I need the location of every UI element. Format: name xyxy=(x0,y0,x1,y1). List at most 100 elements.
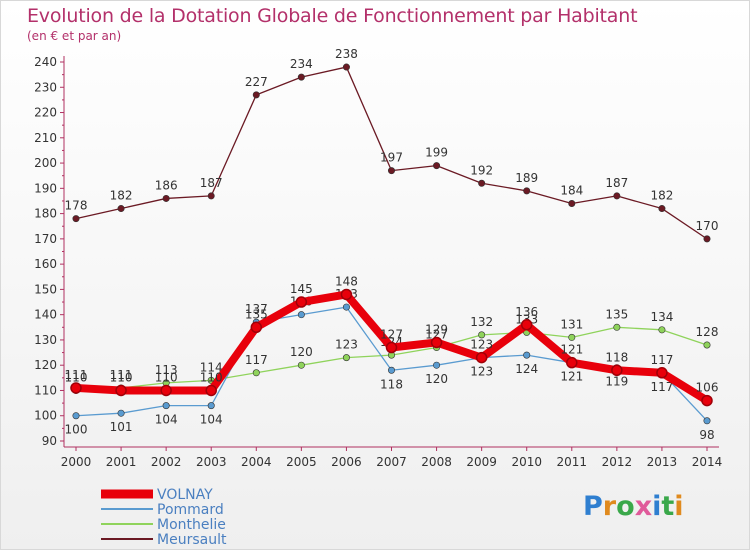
data-point-volnay xyxy=(477,353,487,363)
data-label: 145 xyxy=(290,282,313,296)
data-point-meursault xyxy=(163,195,169,201)
data-label: 120 xyxy=(290,345,313,359)
data-label: 117 xyxy=(245,353,268,367)
y-tick-label: 240 xyxy=(34,55,57,69)
data-point-meursault xyxy=(73,215,79,221)
data-label: 101 xyxy=(110,420,133,434)
data-label: 117 xyxy=(650,353,673,367)
data-point-pommard xyxy=(388,367,394,373)
data-label: 192 xyxy=(470,163,493,177)
data-point-monthelie xyxy=(343,354,349,360)
data-label: 178 xyxy=(65,199,88,213)
data-point-meursault xyxy=(524,188,530,194)
x-tick-label: 2009 xyxy=(466,455,497,469)
x-tick-label: 2010 xyxy=(511,455,542,469)
data-label: 132 xyxy=(470,315,493,329)
logo-letter: P xyxy=(583,491,603,522)
x-tick-label: 2008 xyxy=(421,455,452,469)
data-point-meursault xyxy=(478,180,484,186)
legend-label-monthelie: Monthelie xyxy=(157,517,226,533)
data-label: 187 xyxy=(200,176,223,190)
y-tick-label: 140 xyxy=(34,308,57,322)
data-label: 120 xyxy=(425,372,448,386)
data-point-pommard xyxy=(433,362,439,368)
data-label: 111 xyxy=(65,368,88,382)
data-label: 119 xyxy=(605,375,628,389)
legend-label-meursault: Meursault xyxy=(157,532,227,548)
data-label: 110 xyxy=(200,370,223,384)
data-label: 182 xyxy=(650,189,673,203)
x-tick-label: 2014 xyxy=(692,455,723,469)
y-tick-label: 210 xyxy=(34,131,57,145)
x-tick-label: 2003 xyxy=(196,455,227,469)
data-label: 121 xyxy=(560,343,583,357)
data-point-pommard xyxy=(73,413,79,419)
y-tick-label: 150 xyxy=(34,282,57,296)
data-point-pommard xyxy=(704,418,710,424)
data-label: 98 xyxy=(699,428,714,442)
data-label: 104 xyxy=(155,413,178,427)
data-label: 110 xyxy=(155,370,178,384)
data-point-monthelie xyxy=(569,334,575,340)
y-tick-label: 180 xyxy=(34,207,57,221)
y-tick-label: 170 xyxy=(34,232,57,246)
logo-letter: o xyxy=(616,491,635,522)
data-point-volnay xyxy=(387,343,397,353)
data-label: 135 xyxy=(605,307,628,321)
logo-letter: i xyxy=(674,491,683,522)
data-point-meursault xyxy=(433,162,439,168)
data-point-meursault xyxy=(614,193,620,199)
data-label: 134 xyxy=(650,310,673,324)
data-point-monthelie xyxy=(704,342,710,348)
data-label: 135 xyxy=(245,307,268,321)
data-point-pommard xyxy=(298,311,304,317)
x-tick-label: 2001 xyxy=(106,455,137,469)
x-tick-label: 2007 xyxy=(376,455,407,469)
y-tick-label: 90 xyxy=(42,434,57,448)
data-label: 123 xyxy=(470,338,493,352)
data-point-pommard xyxy=(118,410,124,416)
data-label: 106 xyxy=(696,381,719,395)
data-label: 170 xyxy=(696,219,719,233)
data-point-monthelie xyxy=(298,362,304,368)
data-point-volnay xyxy=(161,385,171,395)
data-point-volnay xyxy=(612,365,622,375)
y-tick-label: 230 xyxy=(34,80,57,94)
data-point-pommard xyxy=(163,402,169,408)
data-label: 186 xyxy=(155,178,178,192)
data-point-volnay xyxy=(341,289,351,299)
data-label: 118 xyxy=(605,350,628,364)
logo-letter: i xyxy=(652,491,661,522)
data-point-volnay xyxy=(251,322,261,332)
data-point-monthelie xyxy=(253,370,259,376)
data-point-meursault xyxy=(569,200,575,206)
data-point-volnay xyxy=(567,358,577,368)
data-point-volnay xyxy=(116,385,126,395)
data-label: 124 xyxy=(515,362,538,376)
data-label: 123 xyxy=(470,365,493,379)
data-label: 189 xyxy=(515,171,538,185)
data-point-volnay xyxy=(206,385,216,395)
logo-letter: r xyxy=(603,491,616,522)
data-point-monthelie xyxy=(614,324,620,330)
data-point-volnay xyxy=(657,368,667,378)
data-point-volnay xyxy=(522,320,532,330)
x-tick-label: 2012 xyxy=(602,455,633,469)
logo-letter: t xyxy=(661,491,674,522)
data-label: 182 xyxy=(110,189,133,203)
data-label: 136 xyxy=(515,305,538,319)
line-chart: 9010011012013014015016017018019020021022… xyxy=(1,1,750,551)
data-label: 123 xyxy=(335,338,358,352)
data-point-volnay xyxy=(702,396,712,406)
y-tick-label: 100 xyxy=(34,409,57,423)
data-point-meursault xyxy=(118,205,124,211)
x-tick-label: 2002 xyxy=(151,455,182,469)
data-point-meursault xyxy=(208,193,214,199)
y-tick-label: 130 xyxy=(34,333,57,347)
x-tick-label: 2011 xyxy=(557,455,588,469)
data-label: 100 xyxy=(65,423,88,437)
logo-letter: x xyxy=(635,491,652,522)
data-label: 131 xyxy=(560,317,583,331)
x-tick-label: 2000 xyxy=(61,455,92,469)
data-label: 197 xyxy=(380,151,403,165)
